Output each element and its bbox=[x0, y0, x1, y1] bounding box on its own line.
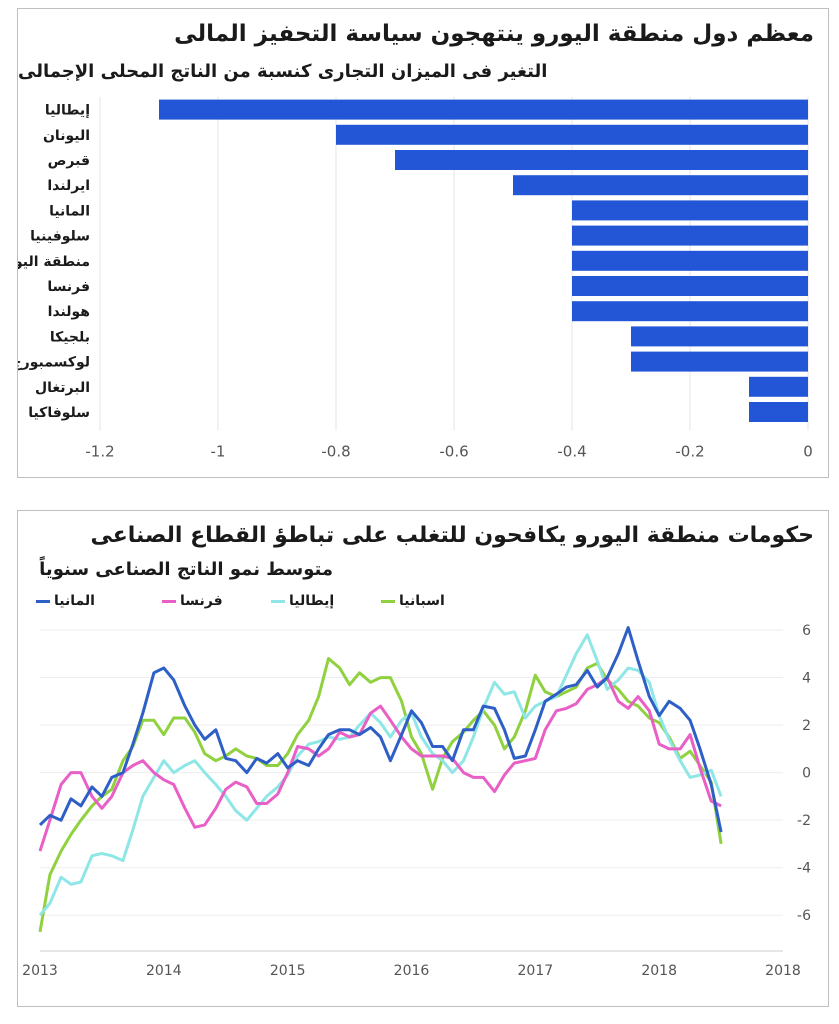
legend-swatch-france bbox=[162, 599, 176, 603]
legend-item-germany: المانيا bbox=[36, 591, 95, 611]
line-x-tick-label: 2013 bbox=[22, 963, 58, 979]
bar bbox=[749, 376, 808, 397]
bar-chart-canvas: -1.2 -1 -0.8 -0.6 -0.4 -0.2 0 إيطاليا اليونان قبر… bbox=[18, 97, 813, 461]
bar bbox=[631, 351, 808, 372]
series-line bbox=[38, 676, 722, 852]
bar bbox=[513, 175, 808, 196]
bar-x-tick-label: -1.2 bbox=[85, 443, 114, 461]
line-y-tick-label: 0 bbox=[802, 766, 811, 782]
legend-label-italy: إيطاليا bbox=[289, 593, 335, 609]
line-x-tick-label: 2018 bbox=[765, 963, 801, 979]
line-x-tick-label: 2015 bbox=[270, 963, 306, 979]
bar-category-label: اليونان bbox=[43, 128, 90, 144]
line-y-tick-label: 6 bbox=[802, 623, 811, 639]
bar-x-tick-label: -0.6 bbox=[439, 443, 468, 461]
bar-category-label: البرتغال bbox=[35, 380, 90, 396]
line-y-tick-label: -4 bbox=[797, 861, 811, 877]
bar-category-label: ايرلندا bbox=[47, 178, 90, 194]
bar-x-tick-label: 0 bbox=[803, 443, 813, 461]
line-chart-title: حكومات منطقة اليورو يكافحون للتغلب على ت… bbox=[90, 523, 814, 548]
bar bbox=[159, 99, 808, 120]
bar bbox=[572, 225, 808, 246]
bar-chart-title: معظم دول منطقة اليورو ينتهجون سياسة التح… bbox=[174, 21, 814, 47]
bar-category-label: قبرص bbox=[48, 153, 90, 169]
line-chart-subtitle: متوسط نمو الناتج الصناعى سنوياً bbox=[39, 559, 333, 580]
line-x-tick-label: 2016 bbox=[394, 963, 430, 979]
line-y-tick-label: 2 bbox=[802, 718, 811, 734]
bar-category-label: سلوفاكيا bbox=[28, 405, 90, 421]
bar-chart-subtitle: التغير فى الميزان التجارى كنسبة من النات… bbox=[18, 61, 548, 82]
bar-category-label: لوكسمبورج bbox=[18, 355, 90, 371]
legend-label-spain: اسبانيا bbox=[399, 593, 445, 609]
line-y-tick-label: 4 bbox=[802, 671, 811, 687]
legend-label-france: فرنسا bbox=[180, 593, 223, 609]
bar-category-label: هولندا bbox=[48, 304, 90, 320]
bar-x-tick-label: -0.8 bbox=[321, 443, 350, 461]
bar-x-tick-label: -1 bbox=[211, 443, 226, 461]
legend-swatch-spain bbox=[381, 599, 395, 603]
bar bbox=[631, 326, 808, 347]
bar-category-label: منطقة اليورو bbox=[18, 254, 90, 270]
bar-category-label: فرنسا bbox=[47, 279, 90, 295]
line-chart-panel: حكومات منطقة اليورو يكافحون للتغلب على ت… bbox=[17, 510, 829, 1007]
legend-label-germany: المانيا bbox=[54, 593, 95, 609]
bar-x-tick-label: -0.4 bbox=[557, 443, 586, 461]
bar-category-label: سلوفينيا bbox=[30, 229, 90, 245]
bar bbox=[572, 301, 808, 322]
series-line bbox=[38, 626, 723, 833]
line-chart-legend: المانيا فرنسا إيطاليا اسبانيا bbox=[36, 591, 476, 611]
bar-category-label: إيطاليا bbox=[45, 103, 90, 119]
bar-x-tick-label: -0.2 bbox=[675, 443, 704, 461]
line-x-tick-label: 2018 bbox=[641, 963, 677, 979]
bar bbox=[395, 150, 808, 170]
bar-category-label: المانيا bbox=[49, 203, 90, 219]
line-y-tick-label: -6 bbox=[797, 908, 811, 924]
series-line bbox=[38, 633, 723, 917]
legend-item-spain: اسبانيا bbox=[381, 591, 445, 611]
line-x-tick-label: 2017 bbox=[518, 963, 554, 979]
bar bbox=[336, 124, 808, 145]
bar bbox=[572, 276, 808, 296]
line-chart-canvas: 6 4 2 0 -2 -4 -6 2013 2014 2015 2016 2017 2018 2018 bbox=[22, 623, 811, 979]
bar-chart-panel: معظم دول منطقة اليورو ينتهجون سياسة التح… bbox=[17, 8, 829, 478]
bar bbox=[572, 200, 808, 221]
bar bbox=[749, 402, 808, 422]
legend-item-italy: إيطاليا bbox=[271, 591, 334, 611]
legend-swatch-germany bbox=[36, 599, 50, 603]
bar-category-label: بلجيكا bbox=[50, 329, 90, 345]
line-y-tick-label: -2 bbox=[797, 813, 811, 829]
bar bbox=[572, 250, 808, 271]
line-x-tick-label: 2014 bbox=[146, 963, 182, 979]
legend-swatch-italy bbox=[271, 599, 285, 603]
legend-item-france: فرنسا bbox=[162, 591, 223, 611]
